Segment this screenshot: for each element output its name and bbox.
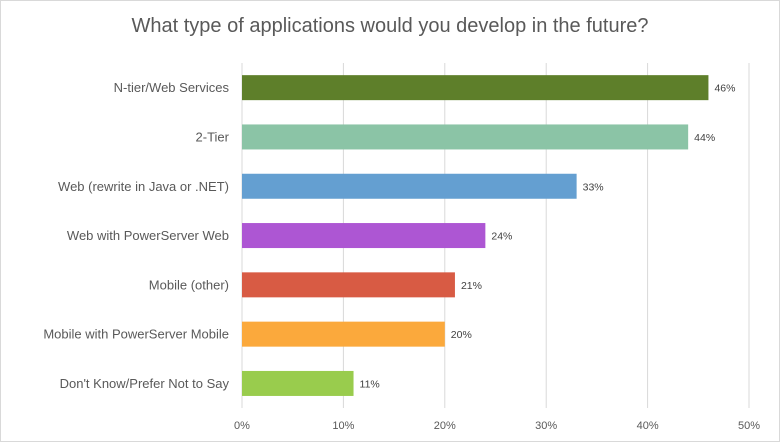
category-label: Don't Know/Prefer Not to Say	[60, 376, 230, 391]
bar	[242, 321, 445, 347]
category-label: N-tier/Web Services	[114, 80, 230, 95]
data-label: 20%	[451, 329, 472, 341]
bar	[242, 75, 709, 101]
data-label: 46%	[714, 83, 735, 95]
data-label: 33%	[583, 181, 604, 193]
x-tick-label: 30%	[535, 420, 557, 432]
bar	[242, 173, 577, 199]
category-label: 2-Tier	[196, 129, 230, 144]
x-tick-label: 10%	[332, 420, 354, 432]
data-label: 21%	[461, 280, 482, 292]
data-label: 11%	[360, 378, 380, 390]
bar	[242, 124, 689, 150]
category-label: Mobile with PowerServer Mobile	[43, 327, 229, 342]
bar	[242, 272, 455, 298]
category-label: Web (rewrite in Java or .NET)	[58, 179, 229, 194]
data-label: 24%	[491, 231, 512, 243]
bar	[242, 370, 354, 396]
x-tick-label: 50%	[738, 420, 760, 432]
category-label: Mobile (other)	[149, 277, 229, 292]
category-label: Web with PowerServer Web	[67, 228, 229, 243]
x-tick-label: 20%	[434, 420, 456, 432]
data-label: 44%	[694, 132, 715, 144]
chart-title: What type of applications would you deve…	[131, 15, 649, 37]
x-tick-label: 40%	[637, 420, 659, 432]
bar	[242, 223, 486, 249]
x-tick-label: 0%	[234, 420, 250, 432]
